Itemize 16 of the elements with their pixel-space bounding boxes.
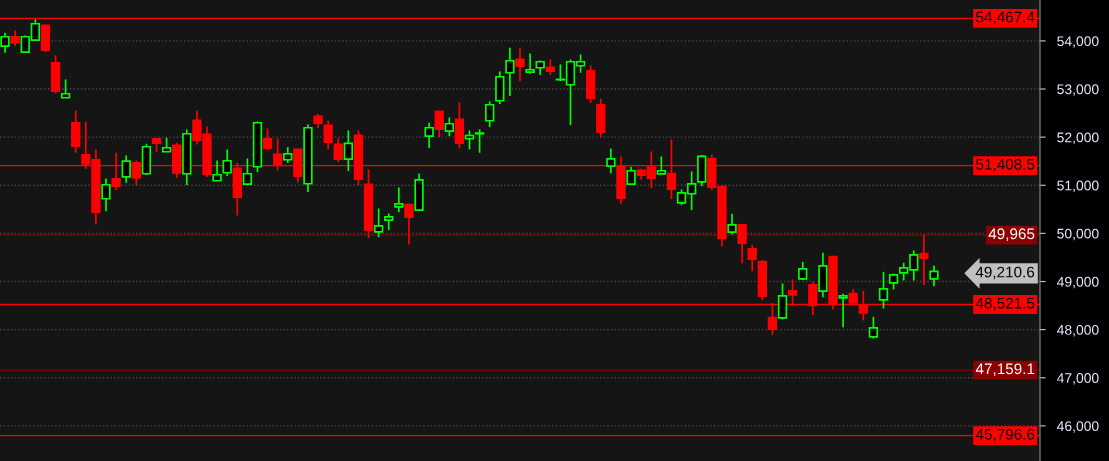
annotation: 49,210.6	[975, 266, 1035, 280]
ref-line-label: 49,965	[988, 228, 1035, 241]
ref-line-label: 45,796.6	[975, 428, 1035, 442]
y-tick-label: 53,000	[1057, 84, 1099, 96]
ref-line-label: 51,408.5	[976, 158, 1035, 172]
ref-line-label: 54,467.4	[976, 11, 1035, 25]
y-tick-label: 47,000	[1056, 373, 1099, 385]
y-tick-label: 49,000	[1056, 276, 1099, 289]
ref-line-label: 48,521.5	[975, 297, 1035, 311]
y-tick-label: 51,000	[1057, 180, 1099, 193]
y-tick-label: 48,000	[1056, 324, 1099, 337]
y-tick-label: 52,000	[1057, 132, 1099, 144]
ref-line-label: 47,159.1	[975, 363, 1035, 376]
y-tick-label: 46,000	[1056, 421, 1099, 433]
y-tick-label: 54,000	[1057, 36, 1099, 48]
y-tick-label: 50,000	[1057, 228, 1099, 241]
